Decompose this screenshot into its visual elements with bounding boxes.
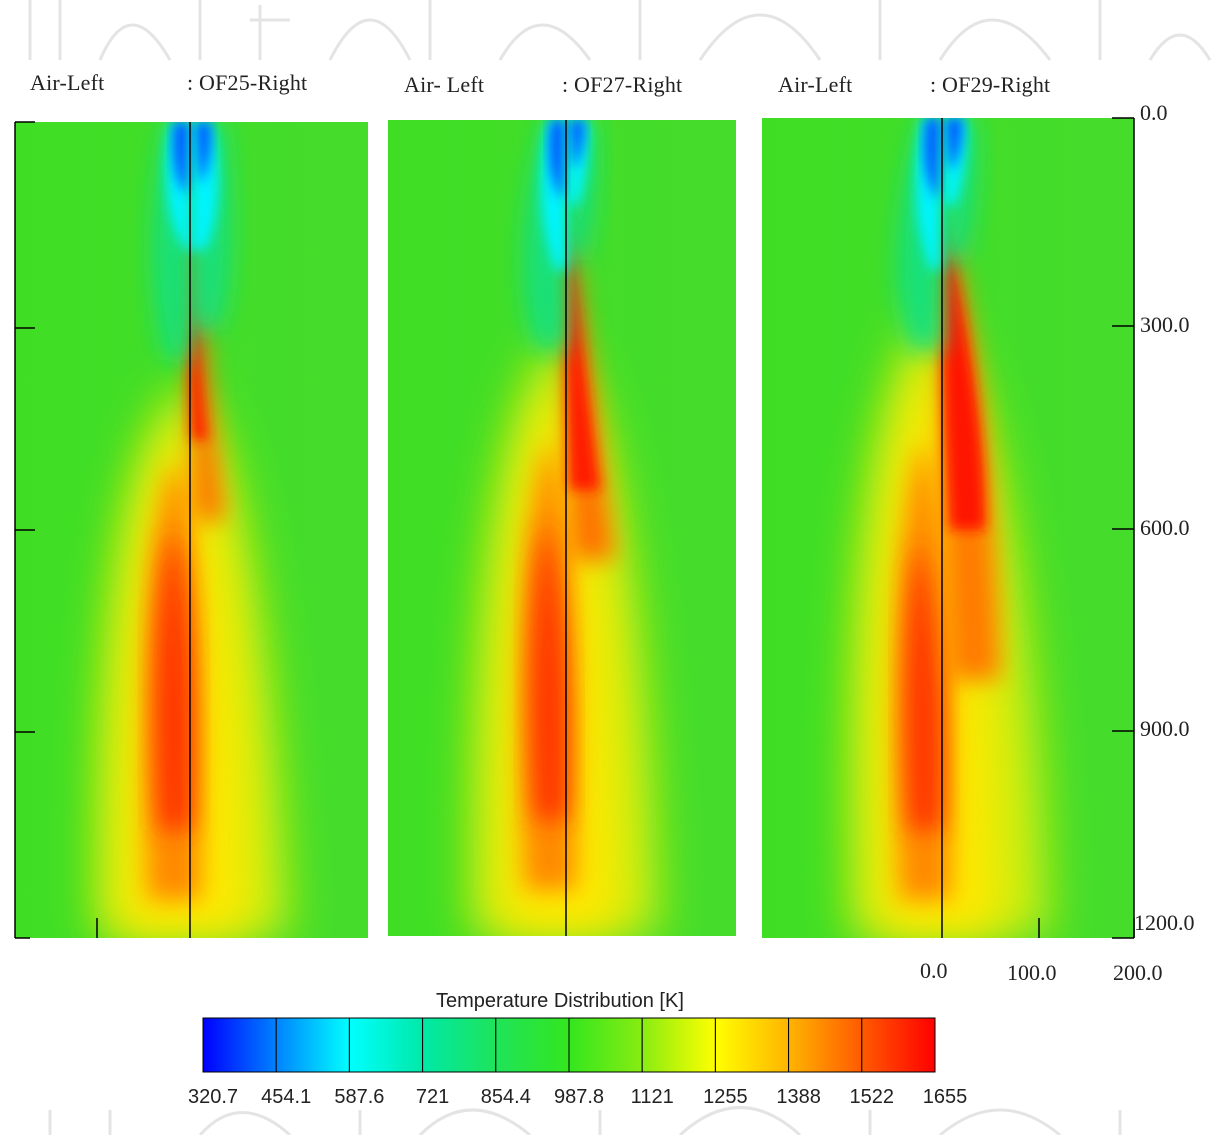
panel-3-right-label: : OF29-Right xyxy=(930,72,1051,97)
colorbar-segment xyxy=(202,1017,277,1073)
colorbar-segment xyxy=(422,1017,497,1073)
x-tick-label: 100.0 xyxy=(1007,960,1057,985)
colorbar-tick-label: 1655 xyxy=(922,1086,968,1108)
panel-2-heatmap xyxy=(388,120,736,936)
colorbar-segment xyxy=(275,1017,350,1073)
y-tick-label: 0.0 xyxy=(1140,100,1168,125)
left-y-axis-ticks xyxy=(15,327,35,733)
colorbar-tick-label: 1388 xyxy=(776,1086,821,1108)
colorbar-tick-label: 854.4 xyxy=(480,1086,531,1108)
panel-2-right-label: : OF27-Right xyxy=(562,72,683,97)
colorbar-tick-label: 1522 xyxy=(849,1086,895,1108)
x-tick-label: 200.0 xyxy=(1113,960,1163,985)
colorbar-title: Temperature Distribution [K] xyxy=(436,990,684,1012)
panel-2-left-label: Air- Left xyxy=(404,72,485,97)
colorbar-tick-label: 587.6 xyxy=(334,1086,385,1108)
y-tick-label: 300.0 xyxy=(1140,312,1190,337)
x-tick-label: 0.0 xyxy=(920,958,948,983)
colorbar-segment xyxy=(568,1017,643,1073)
right-y-axis xyxy=(1112,117,1135,939)
colorbar-tick-label: 1255 xyxy=(703,1086,748,1108)
y-tick-label: 900.0 xyxy=(1140,716,1190,741)
y-tick-label: 1200.0 xyxy=(1134,910,1195,935)
colorbar-tick-label: 721 xyxy=(415,1086,450,1108)
colorbar-segment xyxy=(641,1017,716,1073)
colorbar-tick-label: 987.8 xyxy=(553,1086,605,1108)
colorbar-segment xyxy=(861,1017,936,1073)
colorbar-tick-label: 320.7 xyxy=(187,1086,239,1108)
colorbar-segment xyxy=(714,1017,790,1073)
colorbar-segment xyxy=(348,1017,424,1073)
panel-1-left-label: Air-Left xyxy=(30,70,105,95)
panel-3-left-label: Air-Left xyxy=(778,72,853,97)
colorbar-tick-label: 454.1 xyxy=(261,1086,312,1108)
colorbar-tick-label: 1121 xyxy=(630,1086,674,1108)
colorbar-segment xyxy=(495,1017,570,1073)
panel-1-heatmap xyxy=(15,122,368,938)
y-tick-label: 600.0 xyxy=(1140,515,1190,540)
panel-1-right-label: : OF25-Right xyxy=(187,70,308,95)
colorbar-segment xyxy=(788,1017,863,1073)
bottom-x-axis xyxy=(1038,918,1135,938)
panel-3-heatmap xyxy=(762,118,1134,938)
